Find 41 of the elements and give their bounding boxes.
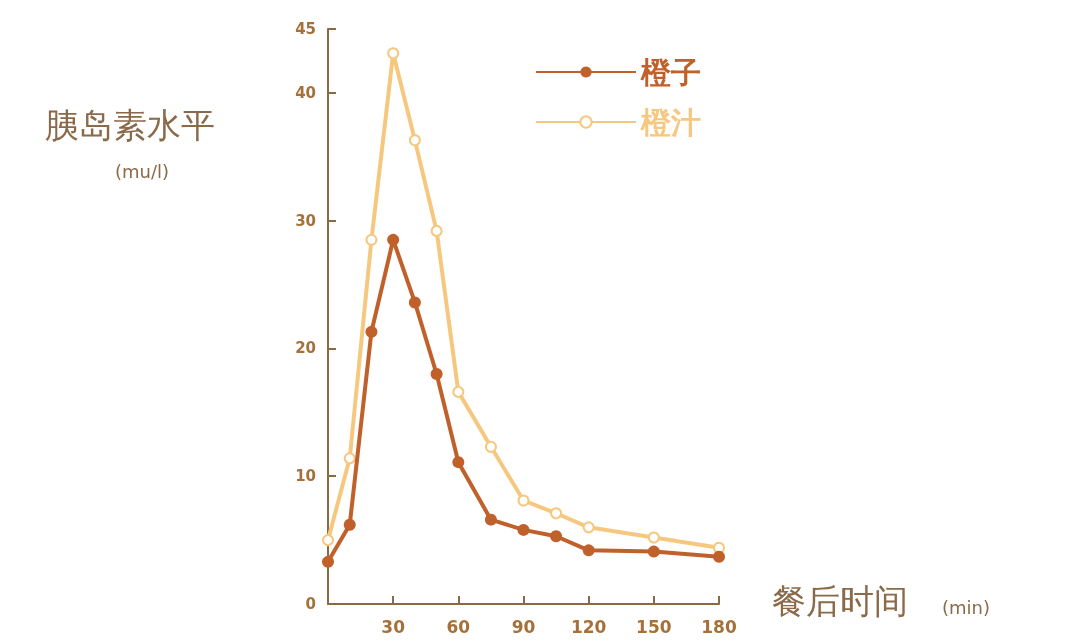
point xyxy=(343,518,356,531)
x-tick-label: 150 xyxy=(636,616,672,637)
point xyxy=(430,368,443,380)
point xyxy=(517,523,530,536)
x-tick-label: 90 xyxy=(511,616,536,637)
point xyxy=(452,456,465,469)
point xyxy=(550,530,563,543)
x-tick-label: 120 xyxy=(570,616,607,637)
x-tick-label: 180 xyxy=(701,616,737,637)
point xyxy=(713,550,725,563)
point xyxy=(484,513,497,526)
point xyxy=(387,233,400,246)
point xyxy=(647,545,660,558)
point xyxy=(430,224,443,237)
point xyxy=(452,385,465,398)
y-tick-label: 45 xyxy=(295,20,316,38)
point xyxy=(408,296,421,309)
point xyxy=(647,531,660,544)
point xyxy=(550,507,563,520)
point xyxy=(343,452,356,465)
point xyxy=(484,440,497,453)
point xyxy=(582,544,595,557)
point xyxy=(517,494,530,507)
point xyxy=(322,555,334,568)
legend-label: 橙汁 xyxy=(640,104,701,140)
y-axis-title: 胰岛素水平 (mu/l) xyxy=(45,105,215,182)
y-tick-label: 30 xyxy=(295,211,316,230)
point xyxy=(365,325,378,338)
point xyxy=(408,134,421,147)
point xyxy=(582,521,595,534)
x-axis-title: 餐后时间 (min) xyxy=(772,581,990,621)
point xyxy=(387,47,400,60)
legend-label: 橙子 xyxy=(640,54,701,90)
y-tick-label: 40 xyxy=(295,83,316,102)
y-tick-label: 20 xyxy=(295,339,316,358)
x-tick-label: 30 xyxy=(381,616,406,637)
y-tick-label: 10 xyxy=(295,467,316,486)
y-tick-label: 0 xyxy=(305,595,316,613)
point xyxy=(322,534,334,547)
x-tick-label: 60 xyxy=(446,616,471,637)
point xyxy=(365,233,378,246)
